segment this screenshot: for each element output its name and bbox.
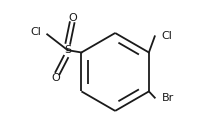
Text: Cl: Cl	[30, 27, 41, 37]
Text: Br: Br	[161, 93, 174, 103]
Text: S: S	[64, 45, 71, 55]
Text: O: O	[68, 13, 77, 23]
Text: O: O	[51, 73, 60, 83]
Text: Cl: Cl	[161, 31, 172, 41]
